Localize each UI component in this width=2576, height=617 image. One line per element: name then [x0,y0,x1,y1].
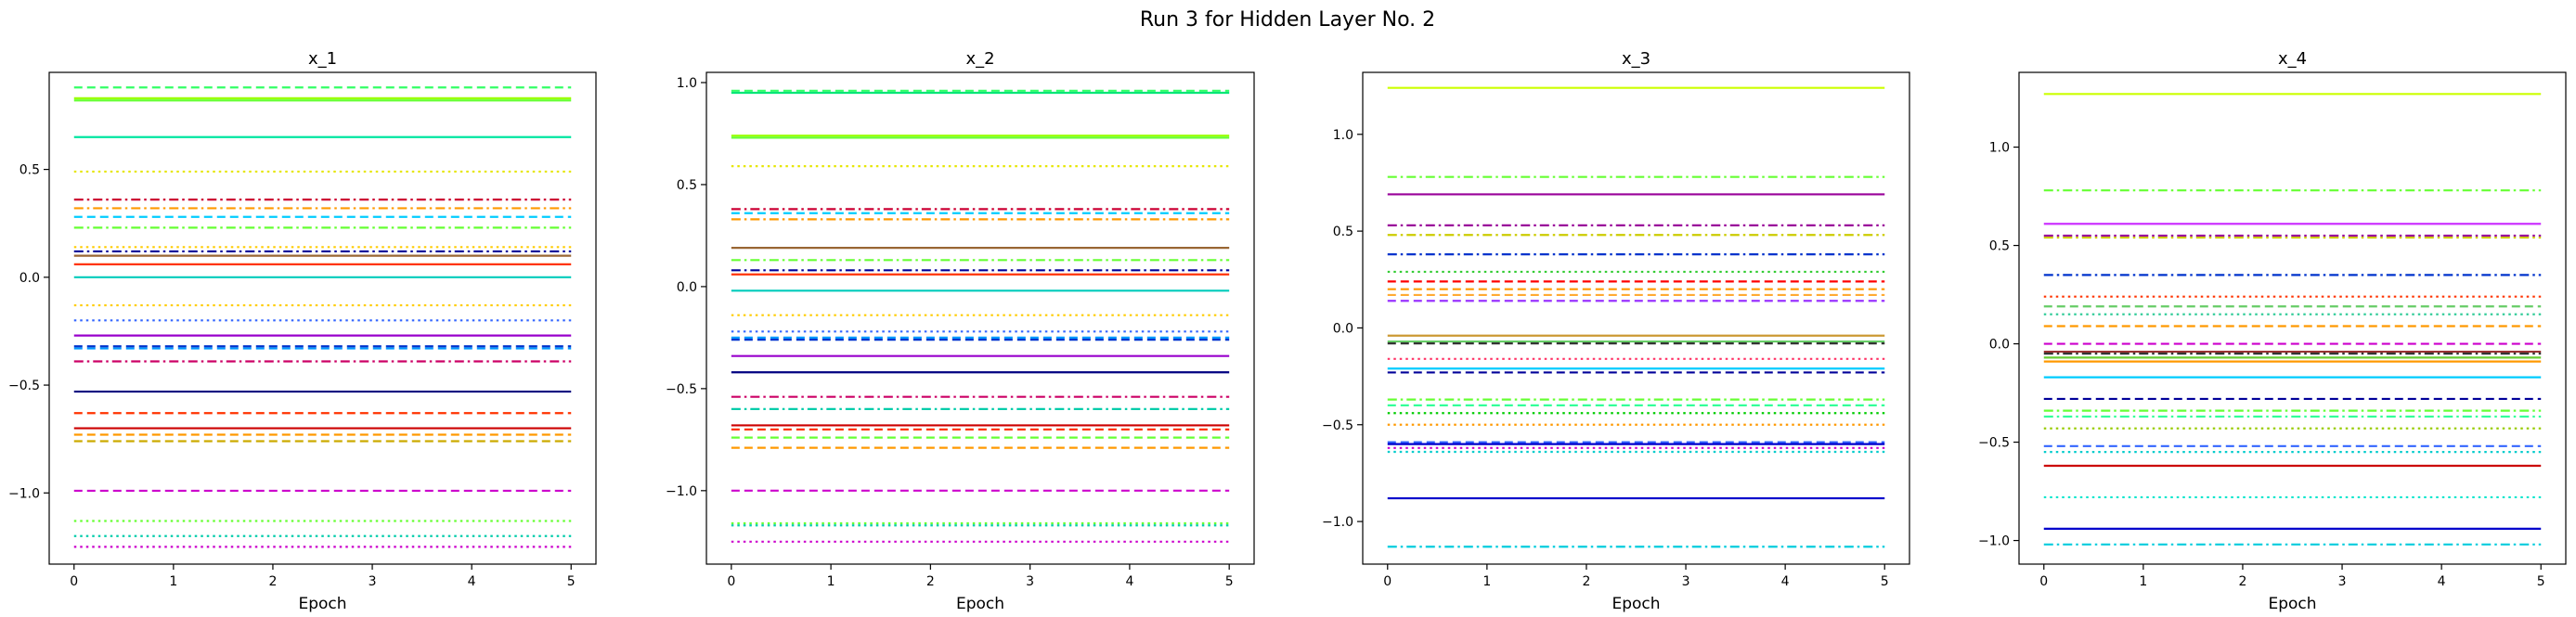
subplot-3: x_3 0 1 2 3 4 5 −1.0 −0.5 0.0 0.5 1.0 Epoch [1322,49,1910,613]
series-group [73,86,572,548]
y-tick-label: 1.0 [1989,141,2010,156]
y-tick-label: −0.5 [1322,418,1353,433]
axes-frame [48,71,597,565]
x-tick-label: 1 [827,574,835,589]
y-tick-label: 1.0 [1333,128,1353,143]
subplot-1: x_1 0 1 2 3 4 5 −1.0 −0.5 0.0 0.5 Epoch [8,49,597,613]
x-tick-label: 0 [70,574,78,589]
series-group [1387,86,1885,548]
y-tick-label: 0.0 [1333,321,1353,336]
x-axis-label: Epoch [1612,595,1660,613]
axes-frame [1362,71,1910,565]
x-tick-label: 4 [1781,574,1790,589]
x-tick-label: 5 [1881,574,1889,589]
x-tick-label: 5 [567,574,576,589]
x-tick-label: 3 [1682,574,1690,589]
subplot-title: x_4 [2278,49,2307,69]
x-tick-label: 4 [468,574,476,589]
y-tick-label: −1.0 [8,486,40,501]
subplot-grid: x_1 0 1 2 3 4 5 −1.0 −0.5 0.0 0.5 Epoch x_2 0 1 2 3 4 5 −1.… [8,49,2567,613]
y-tick-label: −0.5 [1978,436,2010,451]
x-tick-label: 4 [2438,574,2446,589]
y-tick-label: −1.0 [1978,534,2010,549]
y-tick-label: 0.5 [1989,239,2010,254]
y-tick-label: 0.5 [19,163,40,178]
y-tick-label: 0.0 [19,271,40,286]
x-axis-label: Epoch [298,595,346,613]
y-tick-label: −1.0 [666,484,697,499]
x-tick-label: 2 [926,574,935,589]
subplot-2: x_2 0 1 2 3 4 5 −1.0 −0.5 0.0 0.5 1.0 Epoch [666,49,1255,613]
x-tick-label: 3 [369,574,377,589]
x-tick-label: 5 [1225,574,1234,589]
x-axis-label: Epoch [2268,595,2316,613]
series-group [2043,93,2542,546]
y-tick-label: −1.0 [1322,515,1353,530]
y-tick-label: 0.5 [677,178,697,193]
y-tick-label: 0.5 [1333,225,1353,239]
x-tick-label: 0 [1383,574,1392,589]
y-tick-label: −0.5 [666,382,697,397]
x-tick-label: 3 [2338,574,2347,589]
y-tick-label: 0.0 [677,280,697,295]
x-tick-label: 5 [2537,574,2545,589]
figure-suptitle: Run 3 for Hidden Layer No. 2 [1140,8,1435,32]
x-tick-label: 2 [268,574,277,589]
x-tick-label: 0 [727,574,735,589]
subplot-title: x_3 [1622,49,1650,69]
x-tick-label: 1 [2139,574,2147,589]
x-axis-label: Epoch [956,595,1004,613]
x-tick-label: 2 [1582,574,1590,589]
subplot-title: x_1 [308,49,337,69]
y-tick-label: 1.0 [677,76,697,91]
x-tick-label: 4 [1125,574,1133,589]
x-tick-label: 2 [2238,574,2246,589]
subplot-4: x_4 0 1 2 3 4 5 −1.0 −0.5 0.0 0.5 1.0 Epoch [1978,49,2567,613]
x-tick-label: 1 [1482,574,1491,589]
x-tick-label: 0 [2039,574,2048,589]
x-tick-label: 1 [169,574,177,589]
axes-frame [2018,71,2567,565]
y-tick-label: 0.0 [1989,338,2010,353]
x-tick-label: 3 [1026,574,1034,589]
y-tick-label: −0.5 [8,379,40,393]
subplot-title: x_2 [965,49,994,69]
axes-frame [705,71,1255,565]
series-group [731,89,1230,543]
